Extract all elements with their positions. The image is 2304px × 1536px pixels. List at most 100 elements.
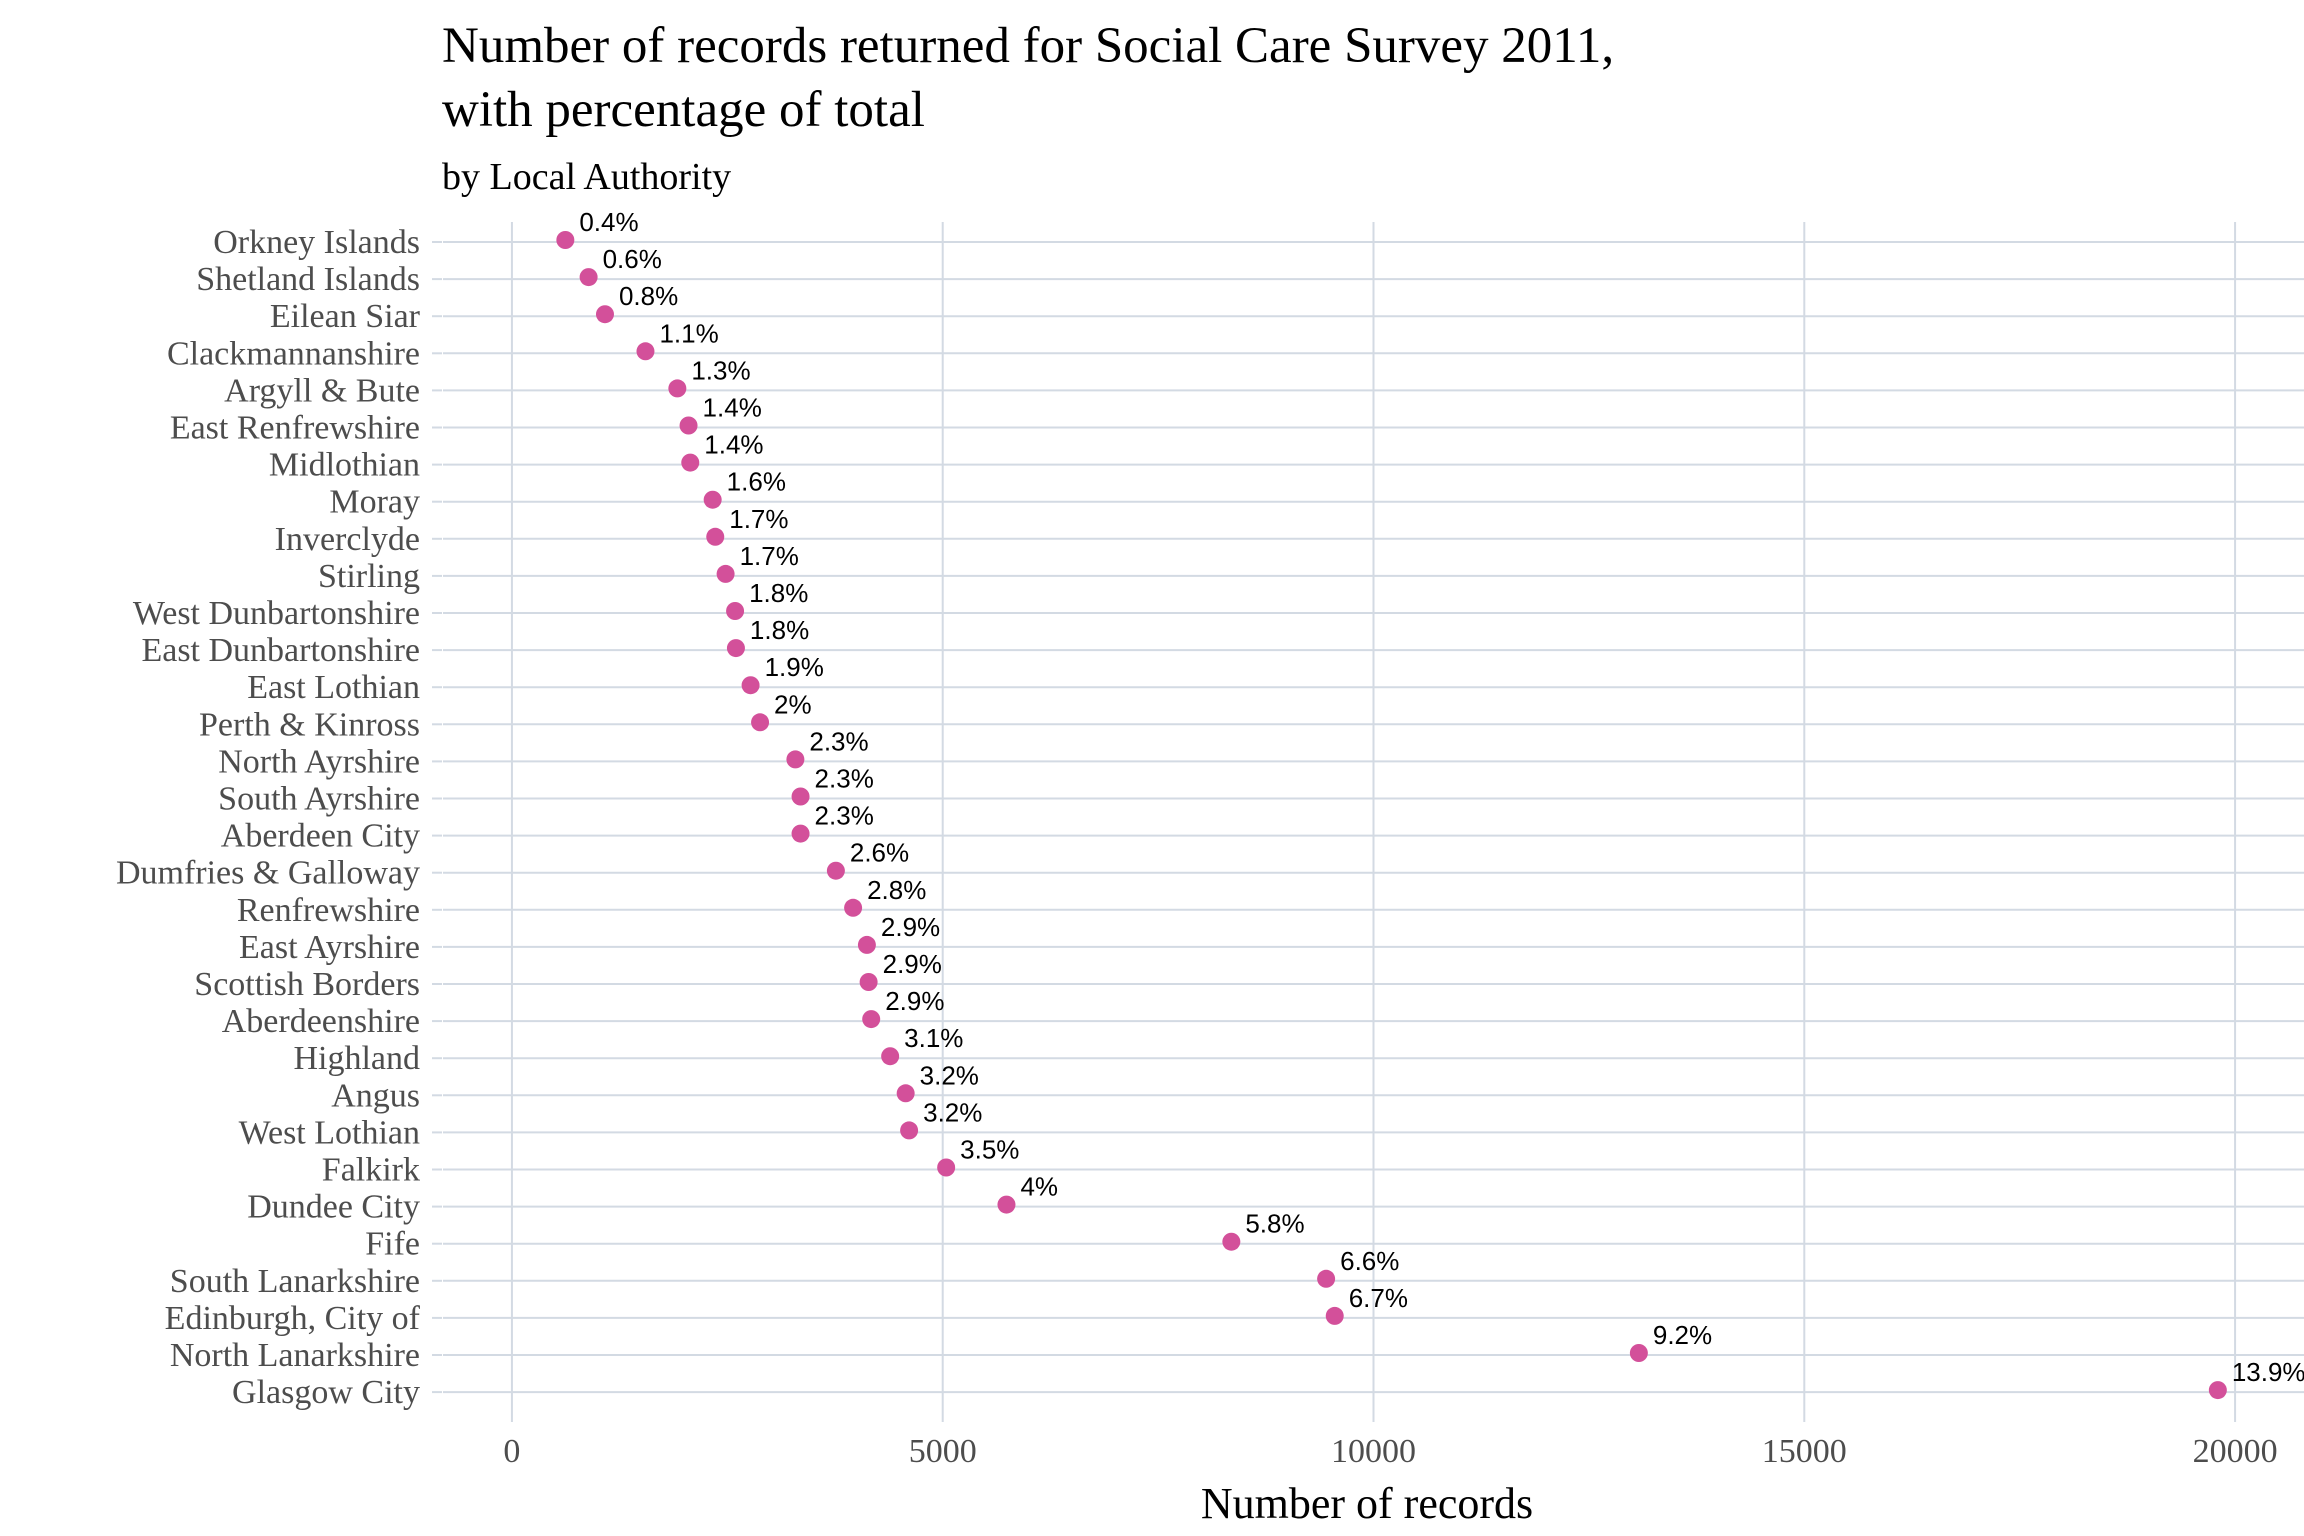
data-point [556, 231, 575, 249]
data-point [859, 973, 878, 991]
data-point [595, 305, 614, 324]
percentage-label: 1.8% [750, 615, 809, 645]
data-point [786, 750, 805, 769]
data-points [556, 231, 2227, 1400]
data-point [881, 1047, 900, 1066]
y-tick-label: Stirling [318, 558, 420, 595]
y-tick-label: Falkirk [322, 1152, 420, 1189]
chart-title-line-1: Number of records returned for Social Ca… [442, 18, 1615, 74]
percentage-label: 1.3% [691, 355, 750, 385]
y-tick-label: East Lothian [247, 669, 420, 706]
y-tick-label: Inverclyde [275, 521, 420, 558]
x-tick-label: 5000 [909, 1433, 977, 1470]
data-point [1317, 1269, 1336, 1288]
data-point [791, 787, 810, 806]
data-point [716, 564, 735, 583]
y-tick-label: Argyll & Bute [224, 372, 420, 409]
y-tick-label: East Renfrewshire [170, 410, 420, 447]
y-tick-label: Dundee City [247, 1189, 420, 1226]
data-point [579, 268, 598, 287]
y-tick-label: Orkney Islands [213, 224, 420, 261]
y-tick-label: Shetland Islands [196, 261, 420, 298]
chart-subtitle: by Local Authority [442, 156, 732, 198]
x-tick-label: 15000 [1762, 1433, 1847, 1470]
y-tick-label: North Ayrshire [218, 743, 420, 780]
y-tick-label: North Lanarkshire [170, 1337, 420, 1374]
data-point [862, 1010, 881, 1029]
y-tick-label: Aberdeen City [221, 818, 420, 855]
data-point [1325, 1306, 1344, 1325]
percentage-label: 1.1% [659, 318, 718, 348]
chart-title: Number of records returned for Social Ca… [442, 14, 1614, 142]
y-tick-label: Fife [365, 1226, 420, 1263]
data-point [937, 1158, 956, 1177]
data-point [681, 453, 700, 472]
x-tick-label: 0 [503, 1433, 520, 1470]
percentage-label: 2.9% [881, 912, 940, 942]
data-point [896, 1084, 915, 1103]
percentage-label: 1.9% [765, 652, 824, 682]
data-point [679, 416, 698, 435]
y-tick-label: Edinburgh, City of [165, 1300, 421, 1337]
percentage-label: 2.6% [850, 838, 909, 868]
y-tick-label: South Ayrshire [218, 781, 420, 818]
percentage-label: 3.1% [904, 1023, 963, 1053]
percentage-label: 0.6% [603, 244, 662, 274]
percentage-labels: 0.4% 0.6% 0.8% 1.1% 1.3% 1.4% 1.4% 1.6% 1.7% 1.7%… [579, 207, 2304, 1387]
x-tick-label: 20000 [2193, 1433, 2278, 1470]
y-tick-label: South Lanarkshire [170, 1263, 420, 1300]
y-tick-label: Renfrewshire [237, 892, 420, 929]
data-point [636, 342, 655, 361]
data-point [900, 1121, 919, 1140]
y-tick-label: Moray [329, 484, 420, 521]
data-point [668, 379, 687, 398]
y-tick-label: Scottish Borders [194, 966, 420, 1003]
percentage-label: 1.8% [749, 578, 808, 608]
y-tick-label: Eilean Siar [270, 298, 421, 335]
y-tick-label: Dumfries & Galloway [116, 855, 420, 892]
data-point [703, 490, 722, 509]
percentage-label: 2.3% [809, 726, 868, 756]
data-point [844, 898, 863, 917]
data-point [1222, 1232, 1241, 1251]
y-tick-label: West Dunbartonshire [133, 595, 420, 632]
percentage-label: 3.2% [920, 1060, 979, 1090]
percentage-label: 9.2% [1653, 1320, 1712, 1350]
y-tick-label: Aberdeenshire [222, 1003, 420, 1040]
y-tick-label: Midlothian [269, 447, 420, 484]
data-point [791, 824, 810, 843]
data-point [726, 602, 745, 620]
percentage-label: 1.4% [704, 430, 763, 460]
y-tick-label: East Ayrshire [239, 929, 420, 966]
percentage-label: 2.3% [815, 801, 874, 831]
y-tick-label: Angus [331, 1077, 420, 1114]
percentage-label: 1.7% [729, 504, 788, 534]
data-point [857, 935, 876, 954]
percentage-label: 1.4% [703, 393, 762, 423]
x-axis-label: Number of records [1201, 1479, 1533, 1528]
percentage-label: 2.9% [885, 986, 944, 1016]
data-point [826, 861, 845, 880]
data-point [741, 676, 760, 695]
percentage-label: 3.5% [960, 1135, 1019, 1165]
y-tick-label: Glasgow City [232, 1374, 420, 1411]
y-tick-label: Perth & Kinross [199, 706, 420, 743]
data-point [751, 713, 770, 732]
data-point [2208, 1381, 2227, 1400]
chart-title-line-2: with percentage of total [442, 82, 925, 138]
y-tick-label: West Lothian [239, 1114, 420, 1151]
y-tick-label: East Dunbartonshire [141, 632, 420, 669]
data-point [1629, 1344, 1648, 1362]
percentage-label: 5.8% [1245, 1209, 1304, 1239]
percentage-label: 2% [774, 689, 812, 719]
percentage-label: 0.4% [579, 207, 638, 237]
percentage-label: 4% [1020, 1172, 1058, 1202]
grid-lines [443, 222, 2304, 1412]
percentage-label: 6.6% [1340, 1246, 1399, 1276]
percentage-label: 2.9% [883, 949, 942, 979]
data-point [706, 527, 725, 546]
percentage-label: 6.7% [1349, 1283, 1408, 1313]
x-axis: 0 5000 10000 15000 20000 [503, 1412, 2278, 1470]
